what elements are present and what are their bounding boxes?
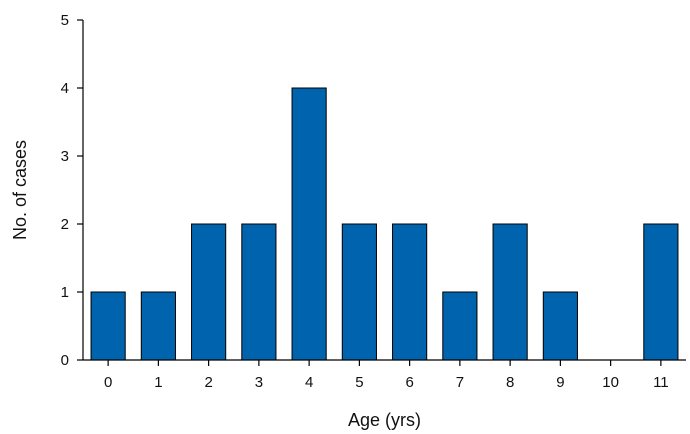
bar-0: [90, 291, 126, 361]
x-tick-label: 4: [305, 374, 313, 391]
x-tick-label: 3: [255, 374, 263, 391]
bars-group: [90, 87, 679, 361]
x-ticks-group: 0 1 2 3 4 5 6 7 8 9 10 11: [104, 360, 669, 391]
y-tick-label: 0: [61, 352, 69, 369]
bar-6: [392, 223, 428, 361]
bar-7: [442, 291, 478, 361]
y-tick-label: 5: [61, 12, 69, 29]
x-axis-label: Age (yrs): [348, 410, 421, 430]
x-tick-label: 6: [405, 374, 413, 391]
x-tick-label: 8: [506, 374, 514, 391]
y-axis-label: No. of cases: [10, 140, 30, 240]
x-tick-label: 10: [602, 374, 619, 391]
x-tick-label: 5: [355, 374, 363, 391]
y-tick-label: 1: [61, 284, 69, 301]
y-tick-label: 4: [61, 80, 69, 97]
y-tick-label: 3: [61, 148, 69, 165]
bar-5: [341, 223, 377, 361]
bar-9: [542, 291, 578, 361]
bar-11: [643, 223, 679, 361]
bar-3: [241, 223, 277, 361]
bar-2: [191, 223, 227, 361]
x-tick-label: 2: [204, 374, 212, 391]
bar-8: [492, 223, 528, 361]
x-tick-label: 11: [653, 374, 669, 391]
bar-1: [140, 291, 176, 361]
x-tick-label: 7: [456, 374, 464, 391]
x-tick-label: 1: [154, 374, 162, 391]
x-tick-label: 9: [556, 374, 564, 391]
bar-4: [291, 87, 327, 361]
y-ticks-group: 0 1 2 3 4 5: [61, 12, 83, 369]
y-tick-label: 2: [61, 216, 69, 233]
x-tick-label: 0: [104, 374, 112, 391]
